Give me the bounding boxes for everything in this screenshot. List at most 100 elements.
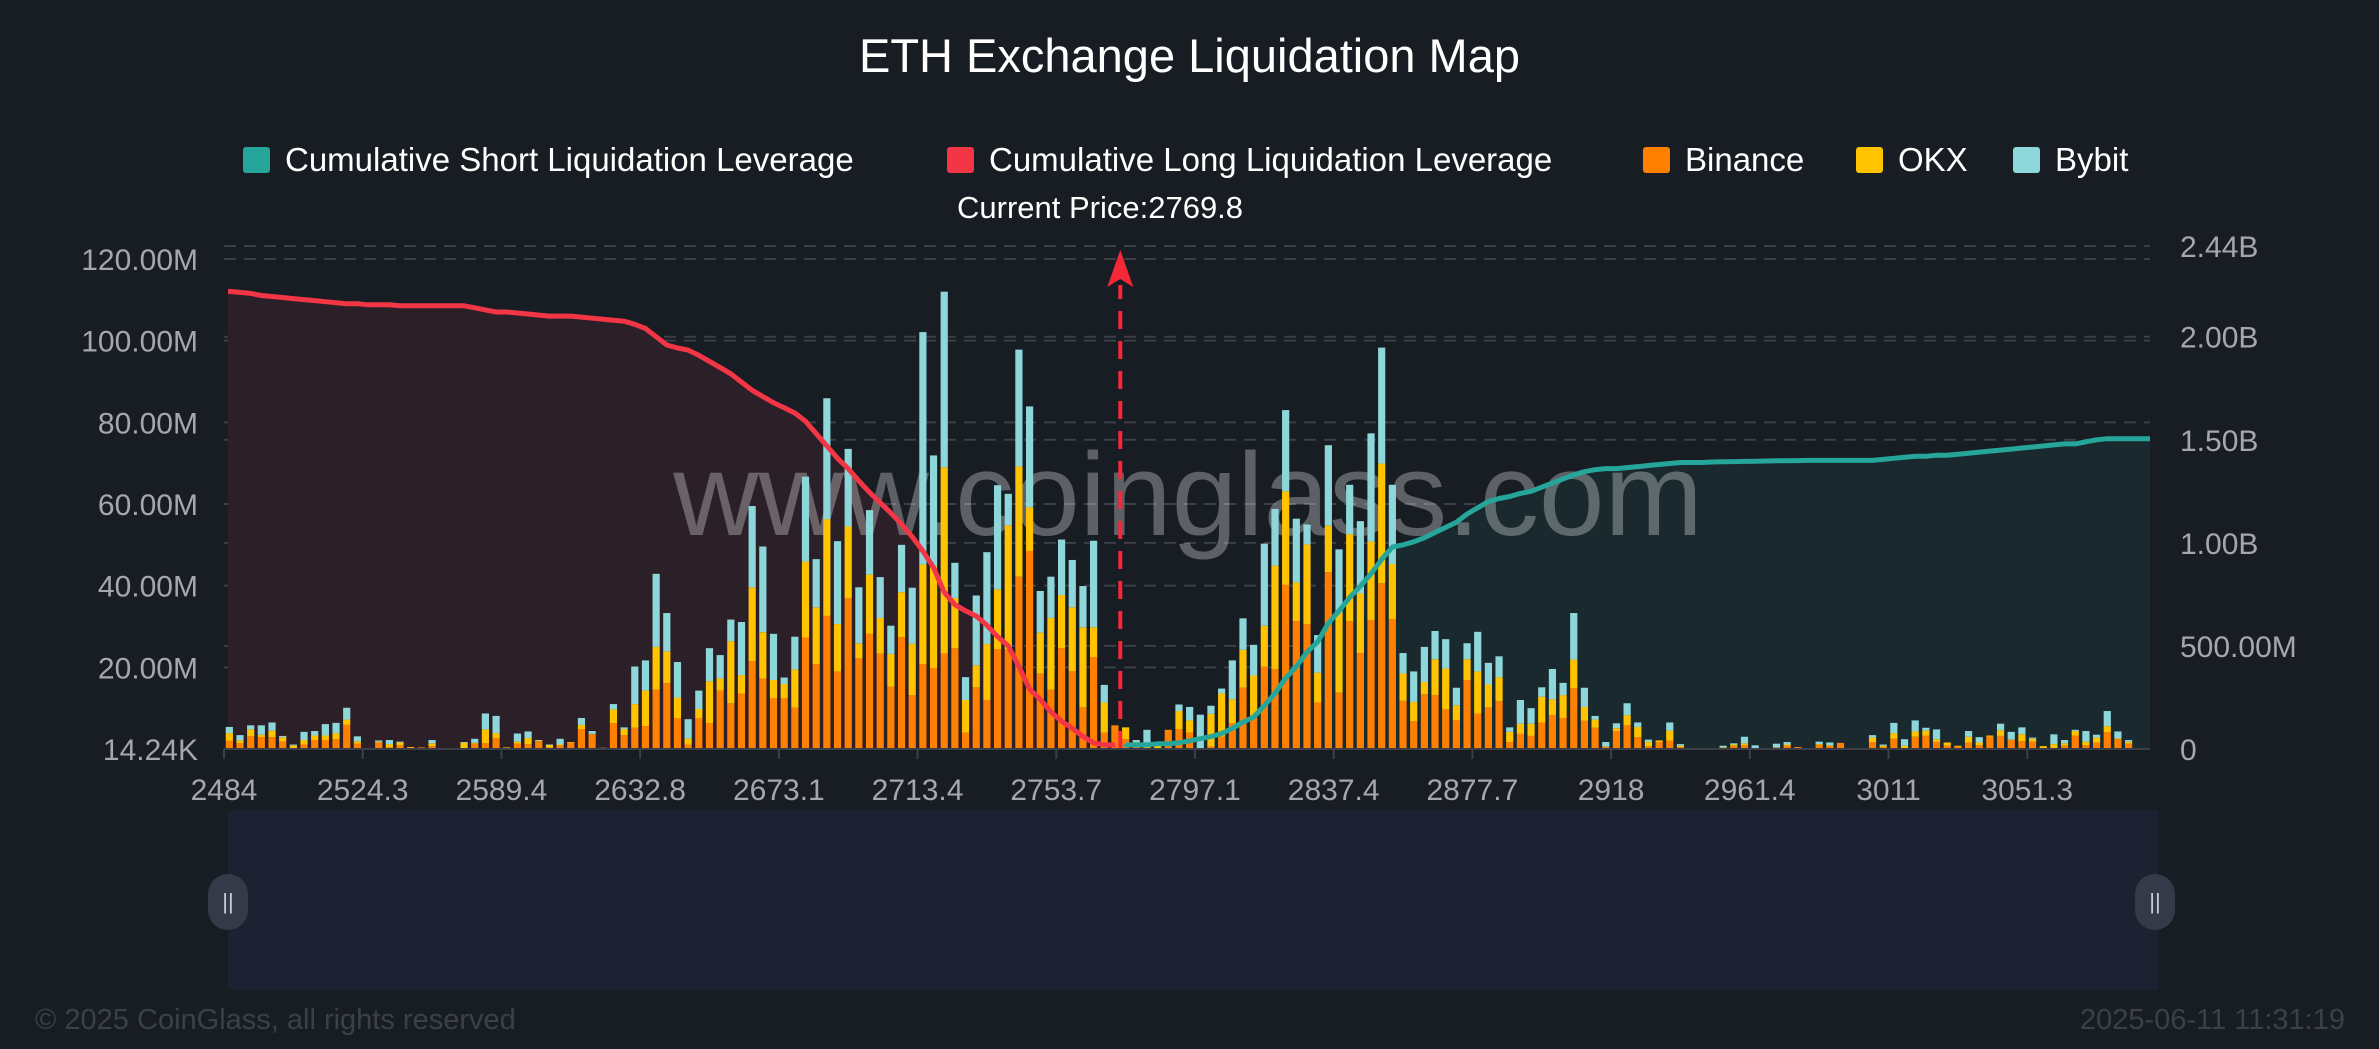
slider-end-handle[interactable]: || bbox=[2135, 874, 2175, 930]
bar-okx bbox=[1570, 659, 1578, 689]
y-left-tick-label: 80.00M bbox=[98, 407, 198, 440]
bar-bybit bbox=[1463, 643, 1471, 660]
bar-okx bbox=[1175, 711, 1183, 729]
bar-bybit bbox=[375, 740, 383, 742]
bar-okx bbox=[919, 564, 927, 665]
x-tick-label: 2961.4 bbox=[1704, 774, 1796, 807]
x-tick-label: 2797.1 bbox=[1149, 774, 1241, 807]
bar-bybit bbox=[460, 742, 468, 743]
legend-item-bybit[interactable]: Bybit bbox=[2013, 140, 2128, 180]
bar-binance bbox=[1474, 713, 1482, 749]
bar-okx bbox=[1378, 463, 1386, 584]
bar-bybit bbox=[2124, 740, 2133, 742]
bar-binance bbox=[1879, 746, 1887, 749]
bar-okx bbox=[1559, 695, 1567, 718]
bar-binance bbox=[652, 689, 660, 749]
bar-okx bbox=[1250, 675, 1258, 717]
arrow-up-icon bbox=[1107, 250, 1134, 287]
short-cumulative-line bbox=[1123, 436, 2151, 748]
bar-okx bbox=[1303, 544, 1311, 625]
bar-bybit bbox=[1548, 668, 1557, 700]
bar-bybit bbox=[737, 622, 746, 676]
bar-bybit bbox=[492, 715, 500, 734]
bar-bybit bbox=[1516, 700, 1525, 724]
legend-item-binance[interactable]: Binance bbox=[1643, 140, 1804, 180]
slider-start-handle[interactable]: || bbox=[208, 874, 248, 930]
legend-item-okx[interactable]: OKX bbox=[1856, 140, 1968, 180]
bar-bybit bbox=[1228, 660, 1236, 700]
bar-binance bbox=[961, 732, 970, 749]
bar-okx bbox=[524, 737, 532, 745]
bar-okx bbox=[737, 675, 746, 694]
bar-okx bbox=[1495, 677, 1503, 702]
bar-binance bbox=[716, 690, 724, 749]
bar-binance bbox=[1218, 736, 1226, 749]
bar-okx bbox=[812, 607, 820, 665]
bar-okx bbox=[236, 740, 244, 744]
bar-binance bbox=[535, 741, 543, 749]
bar-bybit bbox=[247, 725, 255, 730]
bar-bybit bbox=[1378, 347, 1386, 464]
bar-bybit bbox=[812, 559, 820, 608]
bar-bybit bbox=[2103, 711, 2111, 727]
bar-binance bbox=[1346, 621, 1354, 749]
bar-binance bbox=[940, 653, 948, 749]
bar-bybit bbox=[1271, 508, 1279, 566]
bar-binance bbox=[1484, 707, 1492, 749]
bar-okx bbox=[1228, 699, 1236, 724]
bar-okx bbox=[1015, 466, 1023, 577]
bar-binance bbox=[577, 728, 586, 749]
bar-bybit bbox=[1367, 433, 1375, 542]
bar-binance bbox=[1996, 735, 2005, 749]
bar-binance bbox=[1025, 550, 1034, 749]
bar-bybit bbox=[1570, 613, 1578, 660]
bar-okx bbox=[343, 719, 351, 725]
bar-binance bbox=[481, 743, 490, 749]
bar-binance bbox=[1303, 624, 1311, 749]
bar-binance bbox=[1516, 733, 1525, 749]
bar-binance bbox=[887, 686, 895, 749]
bar-binance bbox=[609, 723, 618, 749]
bar-binance bbox=[343, 724, 351, 749]
bar-okx bbox=[1452, 705, 1460, 721]
bar-bybit bbox=[1207, 705, 1215, 714]
bar-okx bbox=[375, 741, 383, 743]
legend-item-long-cumulative[interactable]: Cumulative Long Liquidation Leverage bbox=[947, 140, 1552, 180]
bar-bybit bbox=[1644, 739, 1653, 742]
x-tick-label: 2484 bbox=[191, 774, 258, 807]
bar-binance bbox=[1100, 732, 1108, 749]
x-tick-label: 2713.4 bbox=[872, 774, 964, 807]
bar-binance bbox=[1826, 745, 1834, 749]
legend-item-short-cumulative[interactable]: Cumulative Short Liquidation Leverage bbox=[243, 140, 854, 180]
bar-okx bbox=[855, 643, 863, 659]
bar-binance bbox=[524, 744, 532, 749]
legend-label: Cumulative Long Liquidation Leverage bbox=[989, 141, 1553, 178]
y-left-tick-label: 60.00M bbox=[98, 489, 198, 522]
bar-binance bbox=[737, 693, 746, 749]
bar-okx bbox=[1783, 744, 1791, 746]
bar-binance bbox=[1399, 700, 1407, 749]
bar-okx bbox=[353, 741, 361, 744]
legend-swatch-icon bbox=[2013, 147, 2040, 173]
bar-bybit bbox=[844, 448, 852, 527]
y-left-tick-label: 120.00M bbox=[81, 244, 198, 277]
bar-bybit bbox=[1250, 644, 1258, 676]
bar-bybit bbox=[876, 577, 884, 618]
bar-binance bbox=[1868, 742, 1877, 749]
bar-bybit bbox=[748, 506, 756, 588]
axes: 14.24K 20.00M 40.00M 60.00M 80.00M 100.00M 120… bbox=[81, 231, 2297, 807]
bar-okx bbox=[1900, 745, 1909, 749]
bar-okx bbox=[684, 738, 692, 745]
chart-title: ETH Exchange Liquidation Map bbox=[858, 29, 1520, 82]
bar-okx bbox=[1282, 491, 1290, 585]
bar-okx bbox=[631, 704, 639, 728]
bar-binance bbox=[983, 700, 991, 749]
zoom-slider[interactable] bbox=[228, 810, 2158, 990]
bar-okx bbox=[1954, 745, 1962, 747]
bar-bybit bbox=[268, 722, 276, 731]
bar-bybit bbox=[1996, 723, 2005, 731]
bar-okx bbox=[407, 746, 415, 748]
bar-bybit bbox=[1431, 630, 1439, 660]
bar-binance bbox=[1740, 745, 1749, 749]
bar-bybit bbox=[353, 736, 361, 742]
